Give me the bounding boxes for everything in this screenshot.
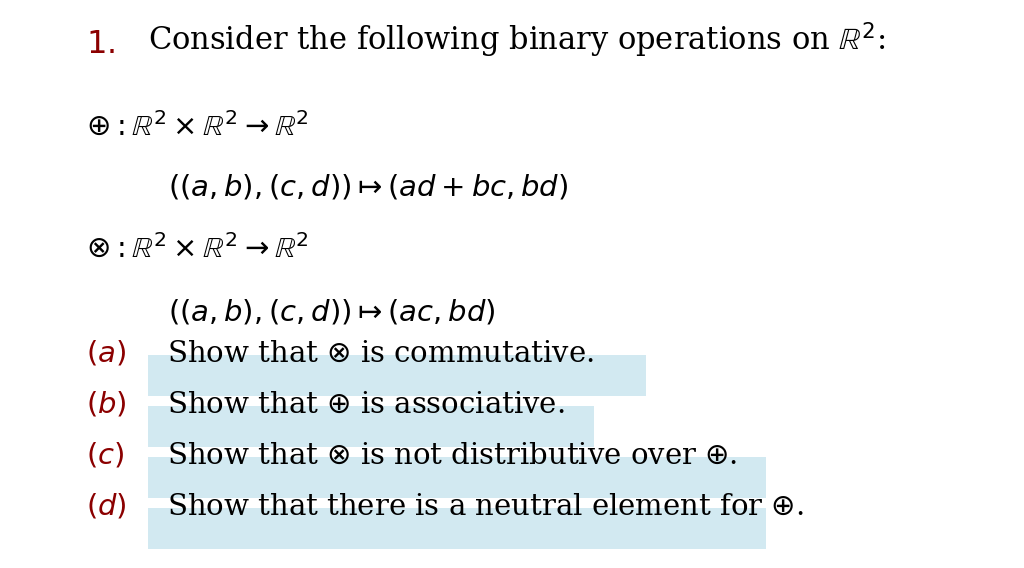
Text: $((a,b),(c,d)) \mapsto (ad+bc,bd)$: $((a,b),(c,d)) \mapsto (ad+bc,bd)$ <box>168 173 568 202</box>
FancyBboxPatch shape <box>148 406 594 447</box>
Text: $\mathit{(d)}$: $\mathit{(d)}$ <box>86 492 127 521</box>
Text: $((a,b),(c,d)) \mapsto (ac,bd)$: $((a,b),(c,d)) \mapsto (ac,bd)$ <box>168 298 495 327</box>
Text: $\oplus : \mathbb{R}^2 \times \mathbb{R}^2 \rightarrow \mathbb{R}^2$: $\oplus : \mathbb{R}^2 \times \mathbb{R}… <box>86 113 309 142</box>
Text: $\mathit{(c)}$: $\mathit{(c)}$ <box>86 441 125 470</box>
FancyBboxPatch shape <box>148 508 766 549</box>
Text: Show that there is a neutral element for $\oplus$.: Show that there is a neutral element for… <box>158 493 804 521</box>
FancyBboxPatch shape <box>148 457 766 498</box>
Text: $\mathit{(a)}$: $\mathit{(a)}$ <box>86 339 126 367</box>
Text: Show that $\otimes$ is not distributive over $\oplus$.: Show that $\otimes$ is not distributive … <box>158 442 737 470</box>
Text: Show that $\otimes$ is commutative.: Show that $\otimes$ is commutative. <box>158 340 594 367</box>
FancyBboxPatch shape <box>148 355 646 396</box>
Text: $\mathit{(b)}$: $\mathit{(b)}$ <box>86 390 127 419</box>
Text: $\mathit{1.}$: $\mathit{1.}$ <box>86 28 115 60</box>
Text: Show that $\oplus$ is associative.: Show that $\oplus$ is associative. <box>158 391 564 419</box>
Text: $\otimes : \mathbb{R}^2 \times \mathbb{R}^2 \rightarrow \mathbb{R}^2$: $\otimes : \mathbb{R}^2 \times \mathbb{R… <box>86 235 309 264</box>
Text: Consider the following binary operations on $\mathbb{R}^2$:: Consider the following binary operations… <box>148 20 886 60</box>
